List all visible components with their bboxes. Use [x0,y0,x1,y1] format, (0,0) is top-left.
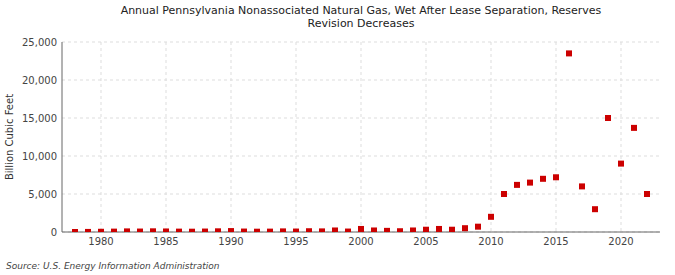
point [254,229,260,232]
point [98,229,104,232]
point [397,228,403,232]
point [501,191,507,197]
point [410,227,416,232]
ticks: 0 5,000 10,000 15,000 20,000 25,000 1980 1985 19… [22,37,634,248]
x-tick-label: 2000 [348,236,373,247]
y-axis-label: Billion Cubic Feet [4,94,15,180]
point [215,228,221,232]
point [488,214,494,220]
y-tick-label: 0 [51,227,57,238]
point [462,225,468,231]
y-tick-label: 15,000 [22,113,57,124]
point [111,229,117,232]
point [85,229,91,232]
x-grid-line [166,42,167,232]
point [176,229,182,232]
chart: Annual Pennsylvania Nonassociated Natura… [0,0,675,275]
point [436,226,442,232]
x-grid-line [621,42,622,232]
source-note: Source: U.S. Energy Information Administ… [6,261,220,271]
point [631,125,637,131]
x-grid-line [296,42,297,232]
x-grid-line [556,42,557,232]
point [345,229,351,232]
point [514,182,520,188]
x-tick-label: 2015 [543,236,568,247]
y-tick-label: 25,000 [22,37,57,48]
grid [62,42,660,232]
point [137,229,143,232]
points [72,50,650,232]
x-tick-label: 1980 [88,236,113,247]
x-grid-line [231,42,232,232]
point [358,226,364,232]
point [228,228,234,232]
point [527,180,533,186]
x-grid-line [426,42,427,232]
point [475,224,481,230]
y-tick-label: 20,000 [22,75,57,86]
point [566,50,572,56]
y-tick-label: 10,000 [22,151,57,162]
point [605,115,611,121]
point [124,228,130,232]
x-tick-label: 1990 [218,236,243,247]
x-grid-line [101,42,102,232]
point [293,229,299,232]
x-tick-label: 2005 [413,236,438,247]
point [241,229,247,232]
y-axis-line [62,42,63,232]
point [371,227,377,232]
x-grid-line [491,42,492,232]
point [618,161,624,167]
title: Annual Pennsylvania Nonassociated Natura… [121,4,602,30]
point [579,183,585,189]
point [72,229,78,232]
point [163,228,169,232]
point [306,228,312,232]
point [319,228,325,232]
point [553,174,559,180]
point [332,227,338,232]
point [644,191,650,197]
point [384,228,390,232]
x-tick-label: 2020 [608,236,633,247]
point [202,229,208,232]
x-grid-line [361,42,362,232]
point [189,229,195,232]
x-tick-label: 1985 [153,236,178,247]
x-tick-label: 2010 [478,236,503,247]
point [423,227,429,232]
x-tick-label: 1995 [283,236,308,247]
y-grid-line [62,118,660,119]
point [280,228,286,232]
y-tick-label: 5,000 [28,189,57,200]
point [150,228,156,232]
point [267,229,273,232]
point [540,176,546,182]
point [449,227,455,232]
point [592,206,598,212]
